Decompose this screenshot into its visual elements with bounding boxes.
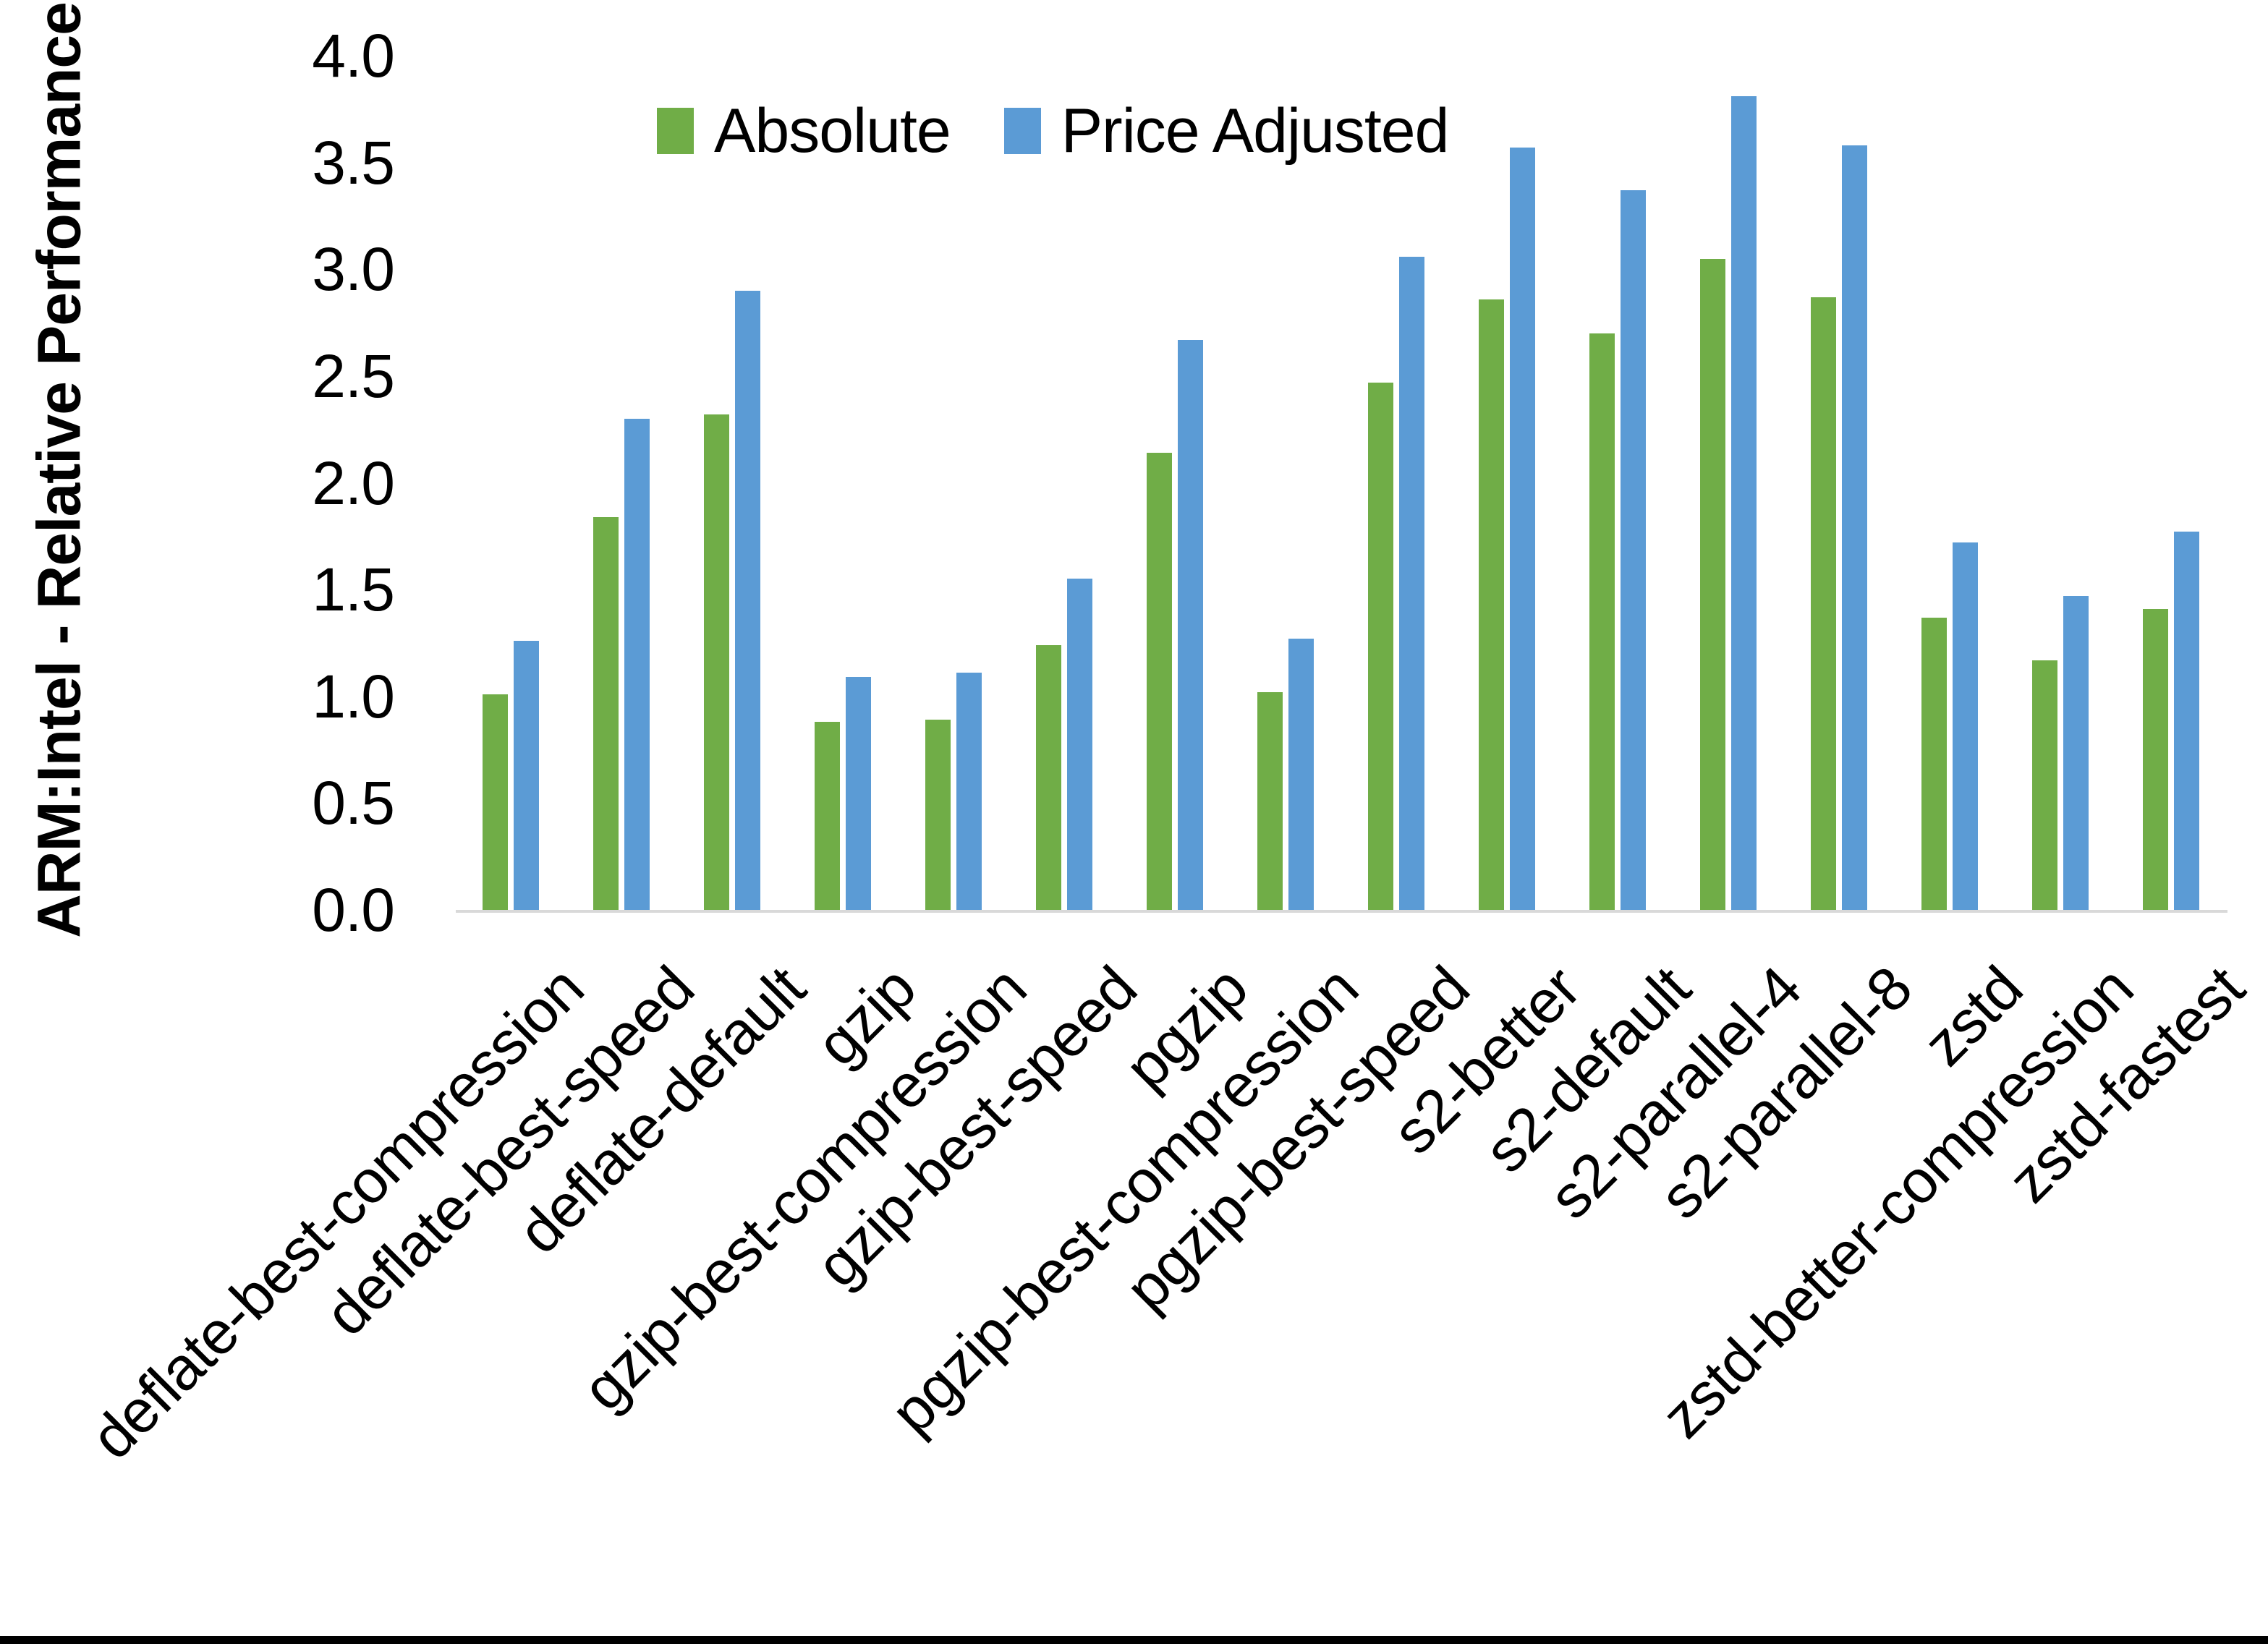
bar-absolute-pgzip-best-speed	[1368, 382, 1393, 910]
bar-absolute-gzip-best-compression	[925, 720, 951, 910]
bar-price-adjusted-deflate-best-compression	[514, 641, 539, 910]
legend-item-absolute: Absolute	[657, 100, 951, 162]
legend-label: Price Adjusted	[1061, 96, 1450, 166]
y-tick-label: 4.0	[312, 22, 395, 90]
bar-absolute-deflate-default	[704, 414, 729, 910]
legend-swatch-icon	[1003, 108, 1041, 154]
bar-absolute-deflate-best-compression	[483, 694, 508, 910]
bar-absolute-pgzip	[1147, 453, 1172, 910]
bar-price-adjusted-deflate-best-speed	[624, 418, 650, 910]
bar-absolute-s2-parallel-8	[1811, 297, 1836, 910]
legend: Absolute Price Adjusted	[657, 96, 1450, 166]
y-tick-label: 2.5	[312, 341, 395, 410]
bar-price-adjusted-gzip-best-compression	[956, 673, 982, 910]
bar-price-adjusted-zstd-better-compression	[2063, 595, 2089, 910]
bar-absolute-zstd	[1921, 617, 1947, 910]
y-tick-label: 0.5	[312, 769, 395, 838]
y-tick-label: 1.0	[312, 662, 395, 731]
bar-price-adjusted-s2-default	[1621, 190, 1646, 910]
legend-item-price-adjusted: Price Adjusted	[1003, 96, 1450, 166]
bar-price-adjusted-gzip	[846, 677, 871, 910]
bar-absolute-s2-default	[1589, 333, 1615, 910]
bar-absolute-pgzip-best-compression	[1257, 691, 1283, 910]
bar-absolute-deflate-best-speed	[593, 516, 619, 910]
bottom-border	[0, 1636, 2268, 1644]
plot-area	[456, 56, 2227, 913]
bar-price-adjusted-s2-better	[1510, 147, 1535, 910]
legend-label: Absolute	[714, 96, 951, 166]
bar-price-adjusted-zstd	[1953, 542, 1978, 910]
bar-absolute-s2-parallel-4	[1700, 258, 1725, 910]
y-tick-label: 3.0	[312, 235, 395, 304]
bar-price-adjusted-pgzip	[1178, 339, 1203, 910]
y-tick-label: 3.5	[312, 128, 395, 197]
bar-price-adjusted-pgzip-best-compression	[1288, 639, 1314, 910]
bar-price-adjusted-zstd-fastest	[2174, 532, 2199, 910]
bar-price-adjusted-s2-parallel-8	[1842, 145, 1867, 910]
y-tick-label: 1.5	[312, 555, 395, 624]
bar-price-adjusted-gzip-best-speed	[1067, 579, 1092, 910]
x-axis-line	[456, 910, 2227, 913]
bar-absolute-s2-better	[1479, 299, 1504, 910]
legend-swatch-icon	[657, 108, 694, 154]
y-tick-label: 0.0	[312, 876, 395, 944]
bar-price-adjusted-pgzip-best-speed	[1399, 256, 1424, 910]
bar-absolute-gzip-best-speed	[1036, 644, 1061, 910]
bar-price-adjusted-deflate-default	[735, 290, 760, 910]
y-tick-label: 2.0	[312, 448, 395, 517]
bar-absolute-zstd-better-compression	[2032, 660, 2057, 910]
bar-absolute-zstd-fastest	[2143, 608, 2168, 910]
bar-absolute-gzip	[815, 722, 840, 910]
bar-price-adjusted-s2-parallel-4	[1731, 96, 1757, 910]
